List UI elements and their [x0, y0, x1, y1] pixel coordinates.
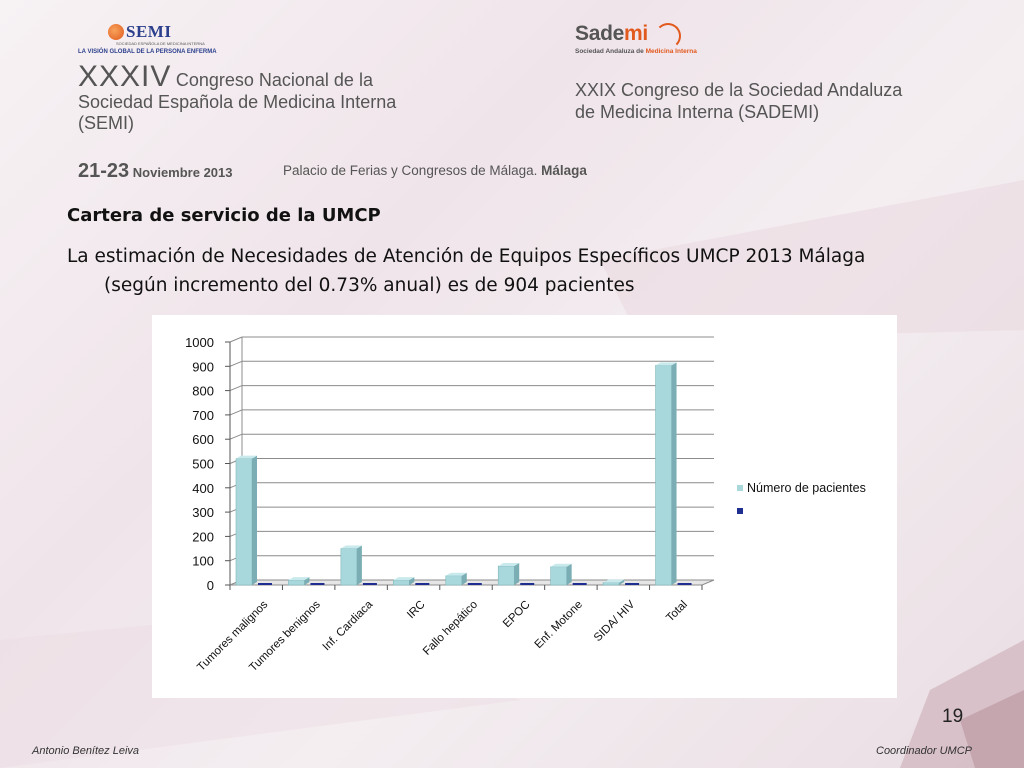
y-tick-label: 1000	[185, 335, 214, 350]
y-tick-label: 600	[192, 432, 214, 447]
semi-logo-word: SEMI	[126, 22, 172, 41]
x-tick-label: Fallo hepático	[421, 599, 480, 658]
y-tick-label: 900	[192, 359, 214, 374]
bar-side	[619, 579, 625, 585]
sademi-congress-title: XXIX Congreso de la Sociedad Andaluza de…	[575, 79, 902, 123]
slide-paragraph: La estimación de Necesidades de Atención…	[67, 242, 987, 300]
sademi-congress-line1: XXIX Congreso de la Sociedad Andaluza	[575, 80, 903, 100]
y-tick-label: 100	[192, 554, 214, 569]
x-tick-label: EPOC	[501, 599, 533, 631]
y-tick-label: 200	[192, 529, 214, 544]
bar-top	[236, 455, 257, 459]
bar-series2	[258, 583, 272, 585]
slide-title: Cartera de servicio de la UMCP	[67, 205, 381, 226]
bar-series2	[625, 583, 640, 585]
gridline-diag	[229, 336, 243, 343]
bar-chart: 0 100 200 300 400 500 600 700 800 900 1000 Tumores …	[152, 315, 897, 698]
bar-side	[566, 563, 572, 585]
bar-numero-pacientes	[340, 548, 358, 586]
congress-number: XXXIV	[78, 60, 172, 93]
semi-congress-title: XXXIV Congreso Nacional de la Sociedad E…	[78, 62, 397, 134]
event-dates: 21-23 Noviembre 2013 Palacio de Ferias y…	[78, 160, 587, 183]
footer-role: Coordinador UMCP	[876, 745, 972, 757]
semi-logo: SEMI SOCIEDAD ESPAÑOLA DE MEDICINA INTER…	[78, 22, 218, 58]
sademi-logo: Sademi Sociedad Andaluza de Medicina Int…	[575, 22, 725, 58]
bar-top	[498, 563, 520, 567]
bar-numero-pacientes	[235, 458, 253, 586]
event-days: 21-23	[78, 160, 130, 182]
gridline-diag	[229, 409, 243, 416]
sademi-logo-subtitle: Sociedad Andaluza de Medicina Interna	[575, 48, 697, 55]
bar-numero-pacientes	[288, 579, 305, 586]
bar-top	[445, 572, 467, 576]
sademi-logo-word: Sademi	[575, 22, 648, 45]
bar-top	[393, 577, 415, 581]
paragraph-line2: (según incremento del 0.73% anual) es de…	[104, 275, 635, 296]
bar-side	[356, 545, 362, 585]
sademi-congress-line2: de Medicina Interna (SADEMI)	[575, 102, 820, 122]
x-tick-label: Total	[664, 599, 690, 625]
y-tick-label: 700	[192, 408, 214, 423]
bar-numero-pacientes	[602, 582, 620, 586]
semi-logo-icon	[108, 24, 124, 40]
bar-series2	[467, 583, 482, 585]
bar-side	[671, 362, 677, 585]
x-tick-label: IRC	[405, 599, 427, 621]
gridline-diag	[229, 433, 243, 440]
bar-numero-pacientes	[550, 566, 567, 586]
sademi-logo-arc-icon	[655, 23, 681, 49]
bar-numero-pacientes	[445, 575, 463, 586]
bar-numero-pacientes	[393, 579, 410, 586]
y-tick-label: 0	[207, 578, 214, 593]
bar-series2	[677, 583, 692, 585]
congress-line3: (SEMI)	[78, 113, 134, 133]
footer-author: Antonio Benítez Leiva	[32, 745, 140, 757]
bar-series2	[415, 583, 430, 585]
paragraph-line1: La estimación de Necesidades de Atención…	[67, 246, 866, 267]
legend-swatch-series2	[737, 508, 743, 514]
semi-logo-subtitle: SOCIEDAD ESPAÑOLA DE MEDICINA INTERNA	[116, 41, 205, 46]
bar-numero-pacientes	[497, 565, 515, 586]
gridline-diag	[229, 360, 243, 367]
x-tick-label: Enf. Motone	[533, 599, 585, 651]
page-number: 19	[942, 706, 964, 727]
bar-top	[550, 563, 572, 567]
bar-chart-svg: 01002003004005006007008009001000Tumores …	[185, 335, 866, 674]
congress-line1: Congreso Nacional de la	[175, 70, 373, 90]
bar-series2	[310, 583, 325, 585]
event-venue: Palacio de Ferias y Congresos de Málaga.…	[283, 163, 587, 178]
bar-side	[252, 455, 257, 585]
congress-line2: Sociedad Española de Medicina Interna	[78, 92, 397, 112]
x-tick-label: Inf. Cardiaca	[321, 598, 376, 653]
bar-side	[409, 577, 415, 585]
bar-side	[461, 572, 467, 585]
bar-numero-pacientes	[655, 365, 672, 586]
bar-top	[603, 579, 625, 583]
bar-series2	[362, 583, 377, 585]
header: SEMI SOCIEDAD ESPAÑOLA DE MEDICINA INTER…	[0, 0, 1024, 195]
gridline-diag	[229, 385, 243, 392]
y-tick-label: 800	[192, 384, 214, 399]
y-tick-label: 400	[192, 481, 214, 496]
legend-label-numero-pacientes: Número de pacientes	[747, 481, 866, 495]
bar-series2	[520, 583, 535, 585]
bar-side	[514, 563, 520, 585]
bar-top	[340, 545, 362, 549]
y-tick-label: 500	[192, 457, 214, 472]
event-month: Noviembre 2013	[129, 165, 233, 180]
y-tick-label: 300	[192, 505, 214, 520]
bar-top	[655, 362, 677, 366]
legend-swatch-numero-pacientes	[737, 485, 743, 491]
bar-series2	[572, 583, 587, 585]
bar-side	[304, 577, 310, 585]
bar-top	[288, 577, 310, 581]
semi-logo-tagline: LA VISIÓN GLOBAL DE LA PERSONA ENFERMA	[78, 49, 217, 55]
x-tick-label: SIDA/ HIV	[592, 598, 638, 644]
